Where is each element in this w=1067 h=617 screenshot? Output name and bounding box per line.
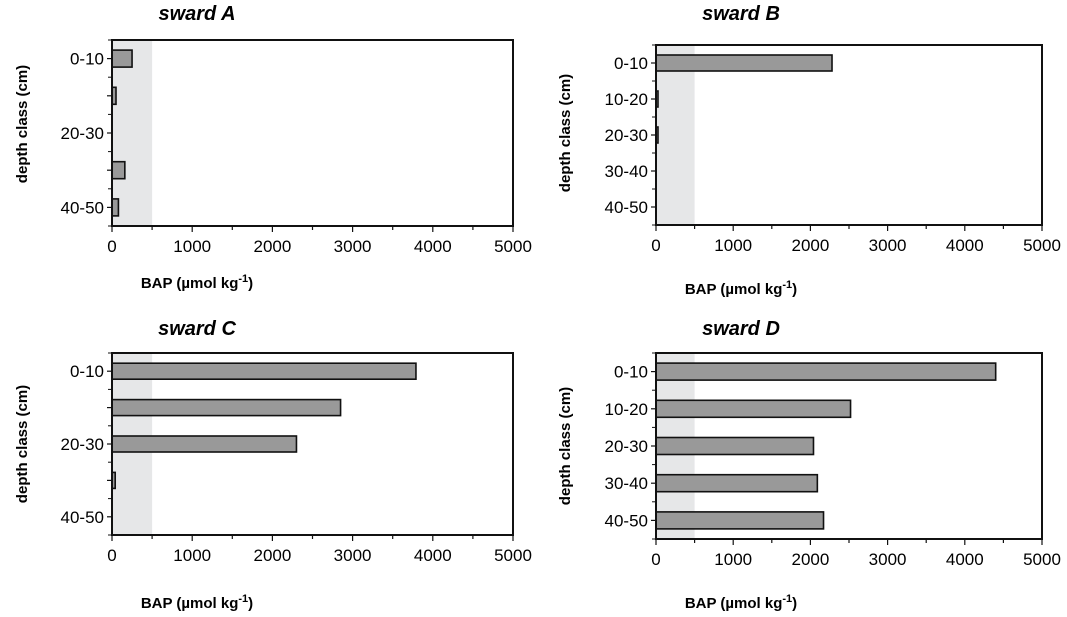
x-tick-label: 5000 (1023, 236, 1061, 255)
chart-panel-sward-d: sward D depth class (cm) BAP (µmol kg-1)… (543, 308, 1067, 616)
chart-svg-sward-d: sward D depth class (cm) BAP (µmol kg-1)… (557, 318, 1061, 612)
y-tick-label: 20-30 (61, 124, 104, 143)
chart-title: sward D (702, 318, 780, 340)
x-tick-label: 1000 (173, 237, 211, 256)
x-tick-label: 5000 (1023, 550, 1061, 569)
x-tick-label: 0 (651, 236, 660, 255)
bar-0-10 (111, 362, 417, 381)
y-tick-label: 40-50 (61, 198, 104, 217)
x-axis-label-superscript: -1 (782, 593, 792, 605)
x-tick-label: 1000 (173, 546, 211, 565)
y-axis-label: depth class (cm) (14, 65, 31, 183)
x-axis-label-close: ) (248, 275, 253, 292)
y-axis-label: depth class (cm) (557, 387, 574, 505)
x-tick-label: 3000 (869, 550, 907, 569)
x-tick-label: 4000 (414, 546, 452, 565)
y-axis-label: depth class (cm) (557, 74, 574, 192)
x-axis-label-close: ) (248, 595, 253, 612)
x-tick-label: 3000 (334, 237, 372, 256)
x-axis-label-superscript: -1 (238, 273, 248, 285)
y-tick-label: 0-10 (614, 54, 648, 73)
reference-range-shade (112, 40, 153, 226)
bar-0-10 (111, 49, 133, 68)
plot-frame (111, 39, 514, 227)
y-tick-label: 0-10 (70, 50, 104, 69)
y-tick-label: 40-50 (605, 198, 648, 217)
chart-panel-sward-c: sward C depth class (cm) BAP (µmol kg-1)… (0, 308, 540, 616)
plot-area: 0-10 20-30 40-50 0 1000 2000 3000 4000 5000 (61, 39, 532, 256)
y-tick-label: 20-30 (61, 435, 104, 454)
y-tick-label: 0-10 (614, 363, 648, 382)
bar-0-10 (655, 362, 997, 381)
x-axis-label-close: ) (792, 281, 797, 298)
y-tick-label: 30-40 (605, 162, 648, 181)
chart-title: sward A (158, 3, 235, 25)
x-axis-label-main: BAP (µmol kg (141, 595, 239, 612)
x-axis-label: BAP (µmol kg-1) (141, 273, 253, 292)
chart-title: sward C (158, 318, 236, 340)
x-axis-label-main: BAP (µmol kg (685, 595, 783, 612)
y-tick-label: 10-20 (605, 400, 648, 419)
x-tick-label: 3000 (869, 236, 907, 255)
x-tick-label: 0 (107, 546, 116, 565)
plot-area: 0-10 10-20 20-30 30-40 40-50 0 1000 2000 3000 400… (605, 352, 1061, 569)
plot-frame (655, 44, 1043, 226)
x-tick-label: 0 (107, 237, 116, 256)
x-tick-label: 1000 (714, 236, 752, 255)
x-tick-label: 5000 (494, 237, 532, 256)
x-axis-label: BAP (µmol kg-1) (141, 593, 253, 612)
x-axis-label-main: BAP (µmol kg (141, 275, 239, 292)
x-tick-label: 4000 (946, 236, 984, 255)
x-tick-label: 2000 (253, 546, 291, 565)
bar-10-20 (655, 399, 852, 419)
bar-0-10 (655, 54, 833, 72)
bar-30-40 (655, 473, 819, 493)
x-axis-label-superscript: -1 (238, 593, 248, 605)
x-axis-label: BAP (µmol kg-1) (685, 593, 797, 612)
x-tick-label: 1000 (714, 550, 752, 569)
reference-range-shade (656, 45, 695, 225)
x-tick-label: 5000 (494, 546, 532, 565)
chart-svg-sward-c: sward C depth class (cm) BAP (µmol kg-1)… (14, 318, 532, 612)
x-tick-label: 2000 (791, 550, 829, 569)
y-tick-label: 0-10 (70, 362, 104, 381)
plot-area: 0-10 10-20 20-30 30-40 40-500 1000 2000 3000 400… (605, 44, 1061, 255)
bar-20-30 (111, 435, 298, 453)
chart-svg-sward-a: sward A depth class (cm) BAP (µmol kg-1)… (14, 3, 532, 292)
bar-10-20 (111, 398, 342, 417)
x-axis-label-main: BAP (µmol kg (685, 281, 783, 298)
y-tick-label: 30-40 (605, 474, 648, 493)
y-tick-label: 40-50 (61, 508, 104, 527)
y-axis-label: depth class (cm) (14, 385, 31, 503)
x-axis-label-superscript: -1 (782, 279, 792, 291)
bar-30-40 (111, 160, 126, 180)
chart-svg-sward-b: sward B depth class (cm) BAP (µmol kg-1)… (557, 3, 1061, 298)
y-tick-label: 10-20 (605, 90, 648, 109)
bar-20-30 (655, 436, 815, 456)
chart-title: sward B (702, 3, 780, 25)
x-tick-label: 4000 (946, 550, 984, 569)
chart-panel-sward-a: sward A depth class (cm) BAP (µmol kg-1)… (0, 0, 540, 308)
x-tick-label: 4000 (414, 237, 452, 256)
y-tick-label: 20-30 (605, 437, 648, 456)
x-tick-label: 2000 (791, 236, 829, 255)
chart-panel-sward-b: sward B depth class (cm) BAP (µmol kg-1)… (543, 0, 1067, 308)
x-tick-label: 3000 (334, 546, 372, 565)
x-axis-label-close: ) (792, 595, 797, 612)
x-tick-label: 2000 (253, 237, 291, 256)
y-tick-label: 40-50 (605, 511, 648, 530)
plot-area: 0-10 20-30 40-500 1000 2000 3000 4000 5000 (61, 352, 532, 565)
bar-40-50 (655, 511, 825, 530)
x-tick-label: 0 (651, 550, 660, 569)
y-tick-label: 20-30 (605, 126, 648, 145)
x-axis-label: BAP (µmol kg-1) (685, 279, 797, 298)
